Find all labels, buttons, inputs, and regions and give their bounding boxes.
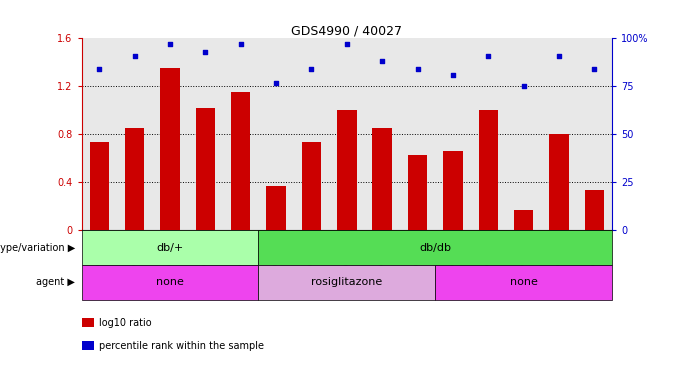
- Text: rosiglitazone: rosiglitazone: [311, 277, 382, 287]
- Bar: [82, 230, 258, 265]
- Text: none: none: [510, 277, 537, 287]
- Text: agent ▶: agent ▶: [36, 277, 75, 287]
- Bar: [82, 38, 117, 230]
- Bar: [435, 265, 612, 300]
- Bar: [435, 38, 471, 230]
- Bar: [294, 38, 329, 230]
- Text: db/+: db/+: [156, 243, 184, 253]
- Bar: [506, 38, 541, 230]
- Bar: [479, 111, 498, 230]
- Bar: [231, 93, 250, 230]
- Bar: [337, 111, 356, 230]
- Point: [129, 53, 140, 59]
- Text: genotype/variation ▶: genotype/variation ▶: [0, 243, 75, 253]
- Point: [306, 66, 317, 72]
- Bar: [400, 38, 435, 230]
- Point: [412, 66, 423, 72]
- Bar: [82, 265, 258, 300]
- Title: GDS4990 / 40027: GDS4990 / 40027: [291, 24, 403, 37]
- Bar: [329, 38, 364, 230]
- Point: [165, 41, 175, 47]
- Point: [341, 41, 352, 47]
- Bar: [549, 134, 568, 230]
- Bar: [152, 38, 188, 230]
- Text: percentile rank within the sample: percentile rank within the sample: [99, 341, 264, 351]
- Bar: [541, 38, 577, 230]
- Point: [483, 53, 494, 59]
- Point: [271, 79, 282, 86]
- Bar: [514, 210, 533, 230]
- Bar: [443, 151, 462, 230]
- Text: log10 ratio: log10 ratio: [99, 318, 151, 328]
- Bar: [577, 38, 612, 230]
- Bar: [364, 38, 400, 230]
- Bar: [585, 190, 604, 230]
- Bar: [160, 68, 180, 230]
- Bar: [258, 38, 294, 230]
- Bar: [302, 142, 321, 230]
- Text: db/db: db/db: [419, 243, 452, 253]
- Text: none: none: [156, 277, 184, 287]
- Bar: [188, 38, 223, 230]
- Bar: [117, 38, 152, 230]
- Point: [94, 66, 105, 72]
- Point: [589, 66, 600, 72]
- Bar: [373, 128, 392, 230]
- Bar: [196, 108, 215, 230]
- Bar: [125, 128, 144, 230]
- Point: [518, 83, 529, 89]
- Point: [377, 58, 388, 65]
- Bar: [258, 265, 435, 300]
- Bar: [90, 142, 109, 230]
- Bar: [267, 186, 286, 230]
- Bar: [258, 230, 612, 265]
- Point: [447, 72, 458, 78]
- Bar: [471, 38, 506, 230]
- Bar: [408, 155, 427, 230]
- Bar: [223, 38, 258, 230]
- Point: [554, 53, 564, 59]
- Point: [200, 49, 211, 55]
- Point: [235, 41, 246, 47]
